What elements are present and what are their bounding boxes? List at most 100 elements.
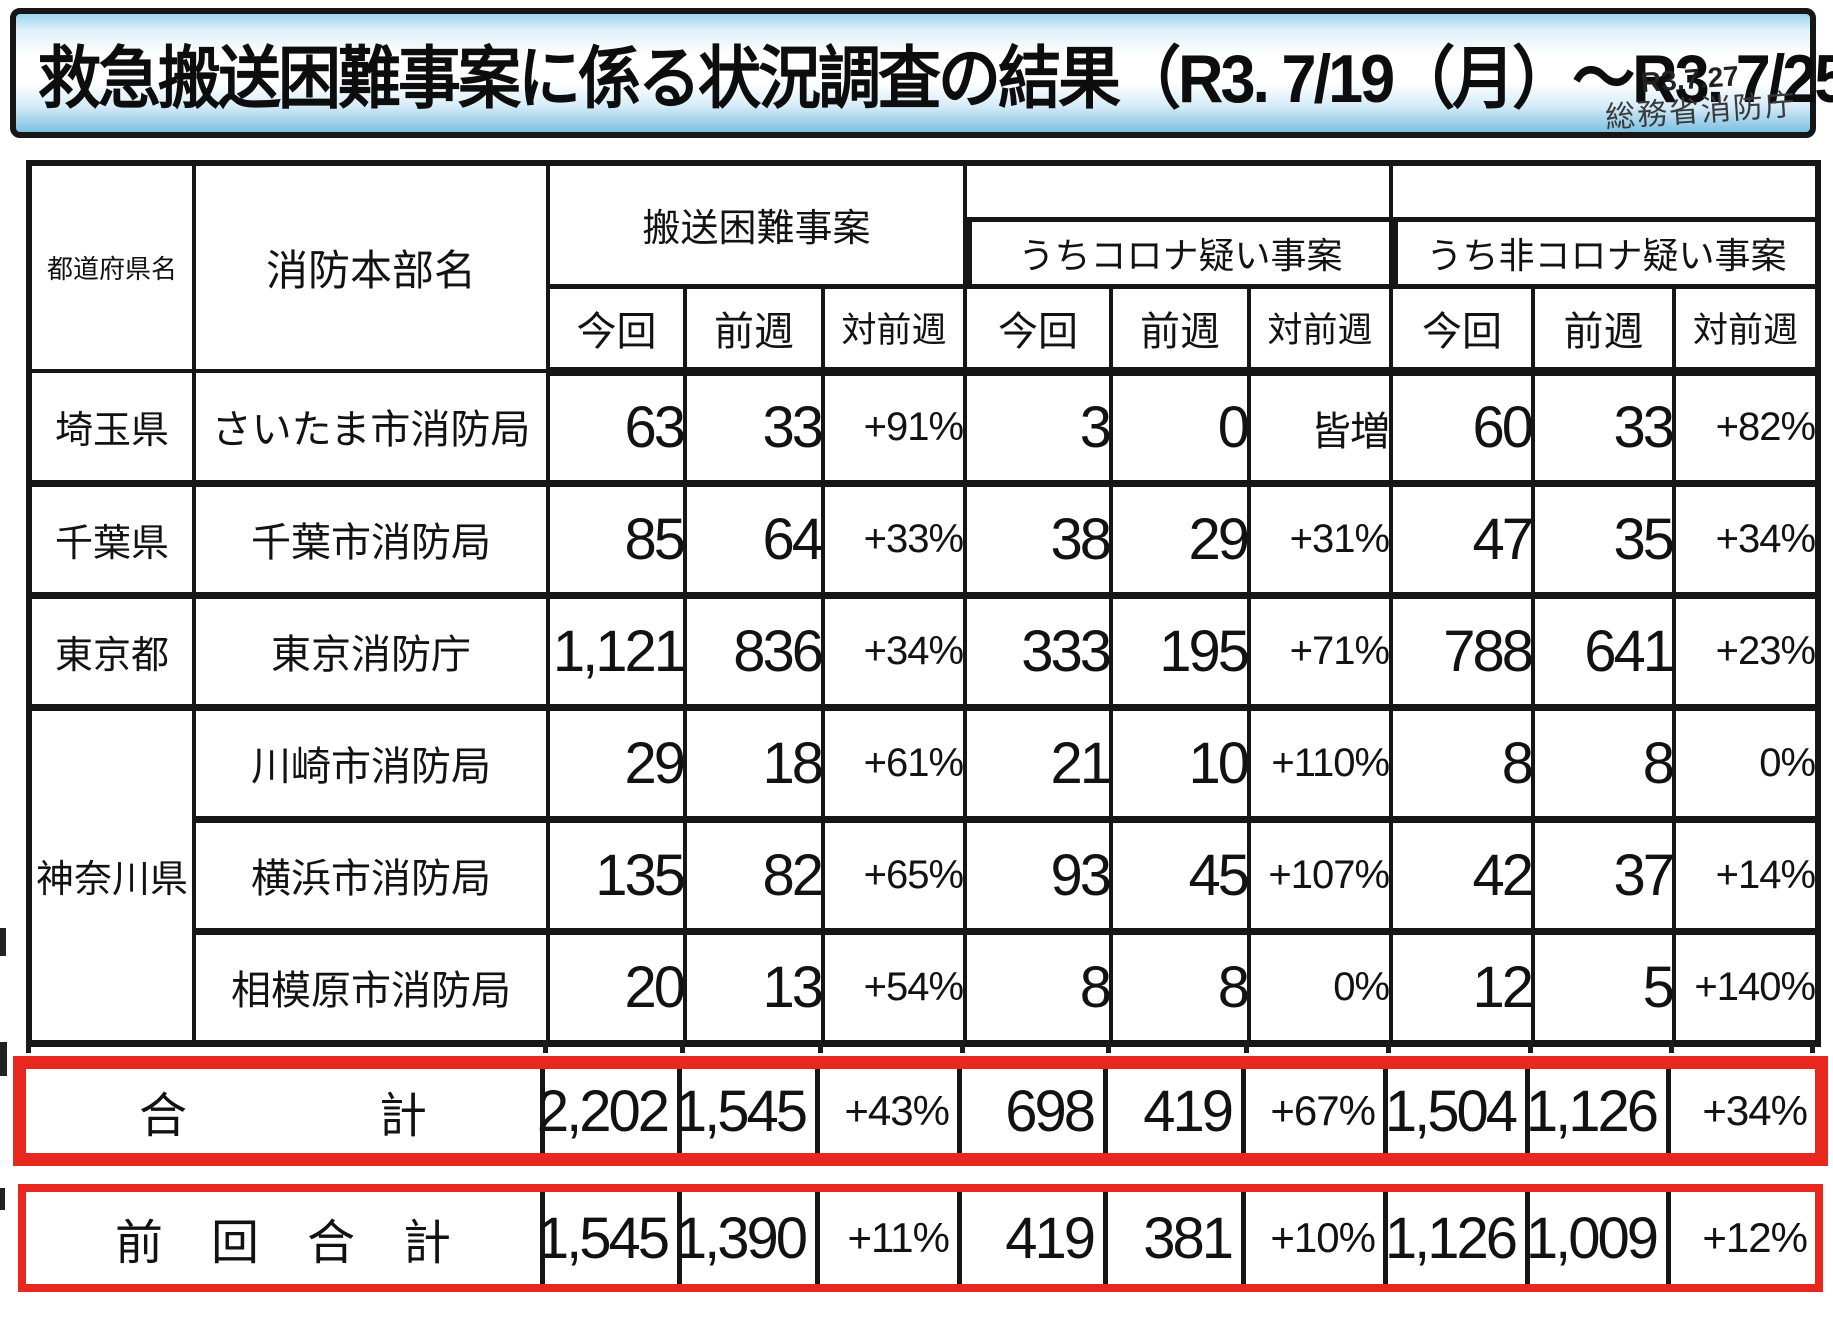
sub-header-prevweek: 前週 xyxy=(683,283,825,376)
previous-total-value-cell: +12% xyxy=(1702,1214,1808,1261)
line-stub xyxy=(680,1040,685,1053)
value-cell: 93 xyxy=(963,817,1114,935)
table-row-chiba: 千葉県 千葉市消防局 85 64 +33% 38 29 +31% 47 35 +… xyxy=(27,481,1821,599)
total-value-cell: +34% xyxy=(1702,1087,1808,1134)
line-stub xyxy=(1810,1040,1815,1053)
prefecture-cell: 東京都 xyxy=(27,593,196,711)
value-cell: 33 xyxy=(683,369,825,487)
department-cell: さいたま市消防局 xyxy=(192,369,550,487)
department-cell: 川崎市消防局 xyxy=(192,705,550,823)
value-cell: 37 xyxy=(1531,817,1677,935)
total-value-cell: 2,202 xyxy=(537,1069,682,1153)
previous-total-value-cell: 419 xyxy=(962,1192,1108,1284)
value-cell: 63 xyxy=(546,369,687,487)
col-header-prefecture: 都道府県名 xyxy=(27,161,196,373)
value-cell: +23% xyxy=(1672,593,1821,711)
total-value-cell: 1,504 xyxy=(1385,1069,1530,1153)
value-cell: 8 xyxy=(1109,929,1252,1047)
value-cell: 3 xyxy=(963,369,1114,487)
value-cell: +65% xyxy=(820,817,968,935)
sub-header-vs-prevweek: 対前週 xyxy=(1672,283,1821,376)
value-cell: 85 xyxy=(546,481,687,599)
previous-total-value-cell: 381 xyxy=(1108,1192,1246,1284)
group-header-row: 都道府県名 消防本部名 搬送困難事案 うちコロナ疑い事案 うち非コロナ疑い事案 xyxy=(27,161,1821,373)
value-cell: 12 xyxy=(1389,929,1536,1047)
value-cell: +34% xyxy=(820,593,968,711)
value-cell: 0% xyxy=(1247,929,1394,1047)
total-value-cell: 1,126 xyxy=(1526,1069,1671,1153)
value-cell: 0 xyxy=(1109,369,1252,487)
department-cell: 千葉市消防局 xyxy=(192,481,550,599)
department-cell: 相模原市消防局 xyxy=(192,929,550,1047)
value-cell: 13 xyxy=(683,929,825,1047)
previous-total-value-cell: 1,390 xyxy=(675,1192,820,1284)
value-cell: +91% xyxy=(820,369,968,487)
value-cell: 45 xyxy=(1109,817,1252,935)
line-stub xyxy=(960,1040,965,1053)
value-cell: +14% xyxy=(1672,817,1821,935)
line-stub xyxy=(1669,1040,1674,1053)
value-cell: 8 xyxy=(1531,705,1677,823)
value-cell: +31% xyxy=(1247,481,1394,599)
sub-header-current: 今回 xyxy=(1389,283,1536,376)
previous-total-label: 前 回 合 計 xyxy=(26,1192,545,1284)
value-cell: 21 xyxy=(963,705,1114,823)
value-cell: 33 xyxy=(1531,369,1677,487)
department-cell: 横浜市消防局 xyxy=(192,817,550,935)
line-stub xyxy=(1528,1040,1533,1053)
page-title: 救急搬送困難事案に係る状況調査の結果（R3. 7/19（月）～R3. 7/25（… xyxy=(38,41,1833,117)
value-cell: 38 xyxy=(963,481,1114,599)
previous-total-row-box: 前 回 合 計 1,545 1,390 +11% 419 381 +10% 1,… xyxy=(18,1184,1823,1292)
value-cell: 35 xyxy=(1531,481,1677,599)
sub-header-vs-prevweek: 対前週 xyxy=(1247,283,1394,376)
sub-header-prevweek: 前週 xyxy=(1109,283,1252,376)
prefecture-cell: 千葉県 xyxy=(27,481,196,599)
line-stub xyxy=(1244,1040,1249,1053)
previous-total-value-cell: +11% xyxy=(820,1192,962,1284)
value-cell: 641 xyxy=(1531,593,1677,711)
table-row-yokohama: 横浜市消防局 135 82 +65% 93 45 +107% 42 37 +14… xyxy=(29,817,1821,935)
line-stub xyxy=(818,1040,823,1053)
previous-total-value-cell: 1,126 xyxy=(1385,1192,1530,1284)
sub-header-row: 今回 前週 対前週 今回 前週 対前週 今回 前週 対前週 xyxy=(29,283,1821,376)
sub-header-vs-prevweek: 対前週 xyxy=(820,283,968,376)
prefecture-cell-kanagawa: 神奈川県 xyxy=(27,705,196,1047)
previous-total-row: 前 回 合 計 1,545 1,390 +11% 419 381 +10% 1,… xyxy=(26,1192,1815,1284)
table-row-sagamihara: 相模原市消防局 20 13 +54% 8 8 0% 12 5 +140% xyxy=(29,929,1821,1047)
value-cell: 8 xyxy=(963,929,1114,1047)
value-cell: 47 xyxy=(1389,481,1536,599)
previous-total-value-cell: 1,009 xyxy=(1526,1192,1671,1284)
value-cell: 135 xyxy=(546,817,687,935)
scan-mark xyxy=(0,1042,7,1076)
department-cell: 東京消防庁 xyxy=(192,593,550,711)
previous-total-value-cell: +10% xyxy=(1246,1192,1388,1284)
value-cell: 788 xyxy=(1389,593,1536,711)
value-cell: 皆増 xyxy=(1247,369,1394,487)
group-header-difficult-cases: 搬送困難事案 xyxy=(545,161,968,288)
value-cell: 195 xyxy=(1109,593,1252,711)
line-stub xyxy=(543,1040,548,1053)
value-cell: 836 xyxy=(683,593,825,711)
value-cell: 333 xyxy=(963,593,1114,711)
survey-table: 都道府県名 消防本部名 搬送困難事案 うちコロナ疑い事案 うち非コロナ疑い事案 … xyxy=(26,160,1822,1047)
total-value-cell: +67% xyxy=(1246,1069,1388,1153)
line-stub xyxy=(1386,1040,1391,1053)
value-cell: 82 xyxy=(683,817,825,935)
table-row-kawasaki: 神奈川県 川崎市消防局 29 18 +61% 21 10 +110% 8 8 0… xyxy=(27,705,1821,1047)
sub-header-current: 今回 xyxy=(963,283,1114,376)
value-cell: 8 xyxy=(1389,705,1536,823)
value-cell: 29 xyxy=(546,705,687,823)
value-cell: +34% xyxy=(1672,481,1821,599)
value-cell: +82% xyxy=(1672,369,1821,487)
table-row-saitama: 埼玉県 さいたま市消防局 63 33 +91% 3 0 皆増 60 33 +82… xyxy=(27,369,1821,487)
value-cell: 18 xyxy=(683,705,825,823)
value-cell: +61% xyxy=(820,705,968,823)
scan-mark xyxy=(0,1188,5,1210)
previous-total-value-cell: 1,545 xyxy=(537,1192,682,1284)
table-row-tokyo: 東京都 東京消防庁 1,121 836 +34% 333 195 +71% 78… xyxy=(27,593,1821,711)
value-cell: 60 xyxy=(1389,369,1536,487)
value-cell: 42 xyxy=(1389,817,1536,935)
value-cell: 5 xyxy=(1531,929,1677,1047)
total-value-cell: +43% xyxy=(820,1069,962,1153)
value-cell: 29 xyxy=(1109,481,1252,599)
